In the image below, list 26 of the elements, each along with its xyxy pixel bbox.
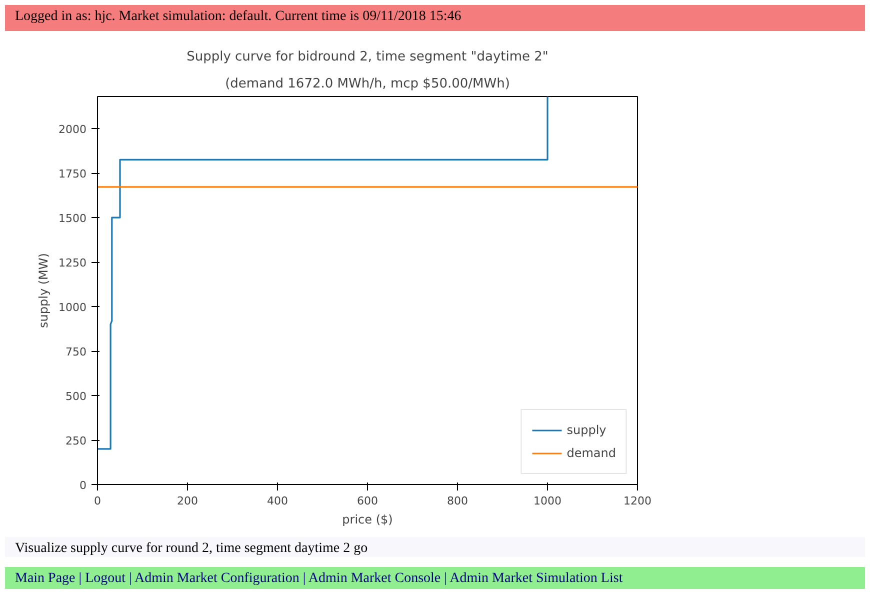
y-tick-label: 2000: [58, 123, 87, 136]
y-tick-label: 1000: [58, 301, 87, 314]
chart-subtitle: (demand 1672.0 MWh/h, mcp $50.00/MWh): [225, 76, 510, 92]
y-tick-label: 0: [80, 479, 86, 492]
text: Main Page | Logout | Admin Market Configuration | Admin Market Console | Admin Market Simulation List: [15, 570, 623, 588]
text: Logged in as: hjc. Market simulation: default. Current time is 09/11/2018 15:46: [15, 8, 462, 26]
chart-title: Supply curve for bidround 2, time segment "daytime 2": [186, 50, 548, 64]
x-tick-label: 400: [267, 494, 288, 508]
y-tick-label: 750: [66, 346, 87, 359]
x-axis-title: price ($): [342, 512, 393, 526]
y-tick-label: 500: [66, 390, 87, 404]
y-tick-label: 250: [66, 434, 87, 448]
x-tick-label: 1000: [534, 494, 562, 508]
x-tick-label: 0: [94, 494, 101, 508]
text: Visualize supply curve for round 2, time segment daytime 2 go: [15, 540, 368, 558]
x-tick-label: 800: [447, 494, 468, 508]
y-axis-title: supply (MW): [36, 253, 51, 328]
y-tick-label: 1750: [58, 168, 87, 181]
x-tick-label: 200: [177, 494, 198, 508]
x-tick-label: 1200: [624, 494, 652, 508]
y-tick-label: 1250: [58, 256, 87, 270]
legend-label: demand: [566, 446, 616, 460]
line-series: [98, 96, 548, 450]
y-tick-label: 1500: [58, 212, 87, 226]
x-tick-label: 600: [357, 494, 378, 508]
legend-label: supply: [566, 423, 606, 437]
